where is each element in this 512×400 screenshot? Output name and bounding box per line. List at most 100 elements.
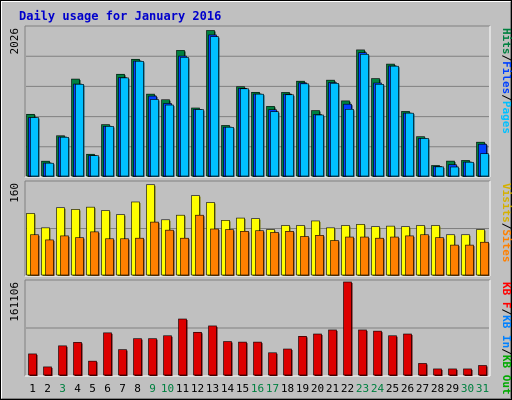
x-tick-label: 27 [416, 382, 429, 395]
visits-panel-bar-sites [315, 235, 325, 276]
visits-panel-bar-sites [105, 238, 115, 276]
kbytes-panel-bar-kb-f-face [358, 329, 367, 376]
visits-panel-bar-sites [405, 235, 415, 276]
hits-panel-bar-pages [75, 84, 85, 177]
kbytes-panel-bar-kb-f [73, 342, 83, 376]
hits-panel-bar-pages [135, 61, 145, 177]
kbytes-panel-legend: KB F/KB In/KB Out [500, 282, 512, 395]
visits-panel-bar-sites [390, 236, 400, 276]
hits-panel-bar-pages-face [345, 109, 354, 177]
visits-panel-bar-sites-face [315, 235, 324, 276]
visits-panel-bar-sites-face [405, 235, 414, 276]
visits-panel-bar-sites-face [150, 221, 159, 276]
visits-panel-bar-sites [330, 240, 340, 276]
hits-panel-bar-pages [165, 104, 175, 177]
visits-panel-bar-sites-face [360, 236, 369, 276]
visits-panel-legend-item-2: Sites [500, 229, 512, 262]
hits-panel-bar-pages-face [195, 109, 204, 177]
visits-panel-bar-sites-face [285, 231, 294, 276]
kbytes-panel-bar-kb-f-face [193, 331, 202, 376]
x-tick-label: 3 [59, 382, 66, 395]
kbytes-panel-bar-kb-f [448, 368, 458, 376]
hits-panel-bar-pages-face [75, 84, 84, 177]
visits-panel-bar-sites [150, 221, 160, 276]
visits-panel-bar-sites [450, 244, 460, 276]
hits-panel-bar-pages-face [120, 77, 129, 177]
hits-panel-bar-pages-face [240, 88, 249, 177]
x-tick-label: 16 [251, 382, 264, 395]
hits-panel-bar-pages [45, 162, 55, 177]
kbytes-panel-bar-kb-f-face [133, 338, 142, 376]
x-tick-label: 21 [326, 382, 339, 395]
x-tick-label: 29 [446, 382, 459, 395]
kbytes-panel-bar-kb-f-face [58, 345, 67, 376]
kbytes-panel-legend-item-3: / [500, 348, 512, 355]
kbytes-panel-bar-kb-f-face [313, 333, 322, 376]
hits-panel-bar-pages [330, 83, 340, 177]
visits-panel-bar-sites-face [345, 236, 354, 276]
hits-panel-bar-pages-face [180, 57, 189, 177]
chart-title: Daily usage for January 2016 [19, 9, 221, 23]
kbytes-panel-bar-kb-f-face [43, 366, 52, 376]
hits-panel-bar-pages-face [165, 104, 174, 177]
kbytes-panel-bar-kb-f-face [73, 342, 82, 376]
visits-panel-bar-sites [375, 237, 385, 276]
kbytes-panel-bar-kb-f [268, 352, 278, 376]
visits-panel-max-label: 160 [8, 183, 21, 203]
visits-panel-bar-sites-face [45, 239, 54, 276]
x-axis-labels: 1 2 3 4 5 6 7 8 9 10 11 12 13 14 15 16 17 18 19 20 21 22 23 24 2… [29, 382, 489, 395]
visits-panel-bar-sites-face [225, 229, 234, 276]
kbytes-panel-bar-kb-f [58, 345, 68, 376]
hits-panel-bar-pages [300, 83, 310, 177]
kbytes-panel-bar-kb-f-face [298, 336, 307, 376]
hits-panel-bar-pages [405, 112, 415, 177]
kbytes-panel-bar-kb-f [298, 336, 308, 376]
visits-panel-bar-sites [45, 239, 55, 276]
kbytes-panel-bar-kb-f-face [238, 341, 247, 376]
hits-panel-bar-pages-face [210, 36, 219, 177]
hits-panel-bar-pages-face [105, 126, 114, 177]
hits-panel-bar-pages-face [405, 112, 414, 177]
x-tick-label: 19 [296, 382, 309, 395]
visits-panel-legend: Visits/Sites [500, 183, 512, 263]
x-tick-label: 8 [134, 382, 141, 395]
visits-panel-bar-sites-face [435, 237, 444, 276]
visits-panel-bar-sites [360, 236, 370, 276]
kbytes-panel-bar-kb-f-face [208, 325, 217, 376]
visits-panel-bar-sites [465, 244, 475, 276]
visits-panel-legend-item-1: / [500, 223, 512, 230]
hits-panel-bar-pages-face [300, 83, 309, 177]
kbytes-panel-bar-kb-f [208, 325, 218, 376]
hits-panel-bar-pages [390, 65, 400, 177]
hits-panel-bar-pages [255, 93, 265, 177]
visits-panel-bar-sites-face [105, 238, 114, 276]
visits-panel-bar-sites-face [240, 231, 249, 276]
hits-panel-bar-pages [105, 126, 115, 177]
hits-panel-legend-item-3: / [500, 94, 512, 101]
x-tick-label: 1 [29, 382, 36, 395]
kbytes-panel-bar-kb-f-face [268, 352, 277, 376]
kbytes-panel-legend-item-4: KB Out [500, 355, 512, 395]
kbytes-panel-bar-kb-f-face [118, 349, 127, 376]
hits-panel-bar-pages-face [90, 155, 99, 177]
kbytes-panel-bar-kb-f-face [88, 360, 97, 376]
hits-panel-bar-pages [285, 94, 295, 177]
visits-panel-bar-sites-face [90, 231, 99, 276]
visits-panel-bar-sites [255, 230, 265, 276]
kbytes-panel-legend-item-2: KB In [500, 315, 512, 348]
visits-panel-bar-sites [270, 232, 280, 276]
visits-panel-bar-sites [285, 231, 295, 276]
hits-panel-bar-pages-face [360, 54, 369, 177]
visits-panel-bar-sites-face [300, 236, 309, 276]
hits-panel-bar-pages [240, 88, 250, 177]
x-tick-label: 18 [281, 382, 294, 395]
kbytes-panel-bar-kb-f [418, 363, 428, 376]
x-tick-label: 7 [119, 382, 126, 395]
x-tick-label: 24 [371, 382, 385, 395]
hits-panel-bar-pages-face [255, 93, 264, 177]
hits-panel-bar-pages-face [225, 126, 234, 177]
hits-panel-bar-pages [180, 57, 190, 178]
hits-panel-bar-pages-face [150, 99, 159, 177]
kbytes-panel-bar-kb-f [178, 318, 188, 376]
